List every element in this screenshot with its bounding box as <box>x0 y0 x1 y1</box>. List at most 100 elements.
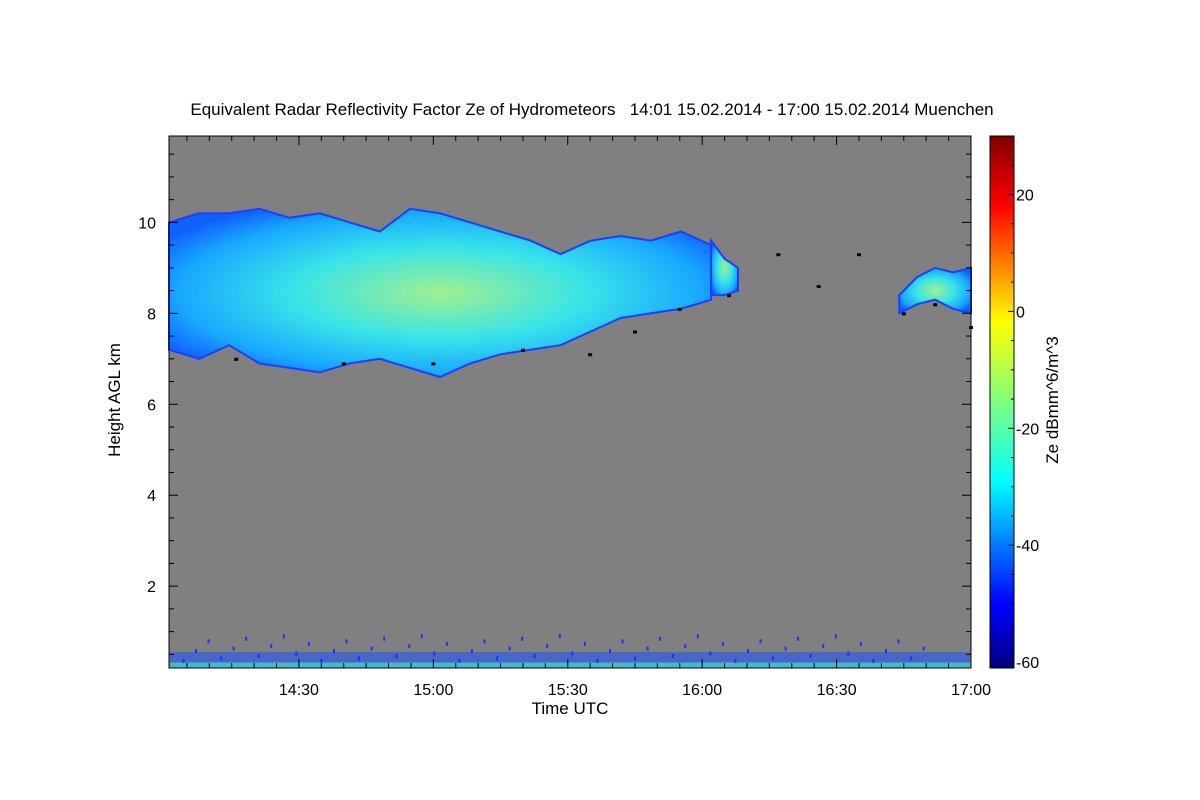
clutter-speck <box>834 634 837 639</box>
clutter-speck <box>822 644 825 649</box>
colorbar <box>989 135 1015 669</box>
clutter-speck <box>282 634 285 639</box>
y-tick-label: 8 <box>147 306 156 323</box>
x-axis-label: Time UTC <box>532 699 609 718</box>
clutter-speck <box>910 656 913 661</box>
clutter-speck <box>859 641 862 646</box>
ground-clutter <box>170 634 970 668</box>
colorbar-ticks: 20 0 -20 -40 -60 <box>1008 135 1039 672</box>
colorbar-tick-label: -20 <box>1016 421 1039 438</box>
clutter-speck <box>270 644 273 649</box>
clutter-speck <box>458 658 461 663</box>
clutter-speck <box>646 646 649 651</box>
clutter-speck <box>445 641 448 646</box>
clutter-speck <box>332 649 335 654</box>
clutter-speck <box>245 636 248 641</box>
clutter-speck <box>884 649 887 654</box>
y-tick-label: 6 <box>147 397 156 414</box>
clutter-speck <box>546 644 549 649</box>
cloud-base-point <box>588 353 593 357</box>
clutter-speck <box>746 649 749 654</box>
clutter-speck <box>608 649 611 654</box>
cloud-echoes <box>168 207 972 379</box>
clutter-speck <box>433 651 436 656</box>
x-tick-label: 15:30 <box>548 682 588 699</box>
clutter-speck <box>370 646 373 651</box>
clutter-speck <box>483 639 486 644</box>
clutter-speck <box>797 636 800 641</box>
cloud-base-point <box>520 348 525 352</box>
y-axis-label: Height AGL km <box>105 343 124 457</box>
cloud-base-point <box>727 294 732 298</box>
colorbar-tick-label: -60 <box>1016 655 1039 672</box>
y-tick-label: 4 <box>147 488 156 505</box>
colorbar-tick-label: -40 <box>1016 538 1039 555</box>
clutter-speck <box>220 656 223 661</box>
clutter-speck <box>320 658 323 663</box>
cloud-base-point <box>816 285 821 289</box>
clutter-speck <box>257 653 260 658</box>
cloud-base-point <box>632 330 637 334</box>
clutter-speck <box>759 639 762 644</box>
cloud-base-point <box>431 362 436 366</box>
clutter-speck <box>383 636 386 641</box>
clutter-speck <box>307 641 310 646</box>
clutter-speck <box>558 634 561 639</box>
chart-title: Equivalent Radar Reflectivity Factor Ze … <box>190 100 993 119</box>
clutter-speck <box>295 651 298 656</box>
clutter-speck <box>583 641 586 646</box>
colorbar-label: Ze dBmm^6/m^3 <box>1043 336 1062 463</box>
clutter-speck <box>533 653 536 658</box>
clutter-speck <box>395 653 398 658</box>
clutter-speck <box>671 653 674 658</box>
cloud-base-point <box>341 362 346 366</box>
clutter-speck <box>847 651 850 656</box>
clutter-speck <box>872 658 875 663</box>
clutter-speck <box>897 639 900 644</box>
x-tick-label: 14:30 <box>279 682 319 699</box>
x-tick-label: 16:00 <box>682 682 722 699</box>
clutter-speck <box>496 656 499 661</box>
clutter-speck <box>809 653 812 658</box>
colorbar-tick-label: 0 <box>1016 304 1025 321</box>
x-tick-label: 15:00 <box>413 682 453 699</box>
clutter-speck <box>772 656 775 661</box>
clutter-speck <box>721 641 724 646</box>
clutter-surface <box>170 662 970 668</box>
clutter-speck <box>634 656 637 661</box>
clutter-speck <box>709 651 712 656</box>
cloud-base-point <box>856 253 861 257</box>
clutter-speck <box>345 639 348 644</box>
clutter-speck <box>521 636 524 641</box>
clutter-speck <box>684 644 687 649</box>
clutter-speck <box>182 658 185 663</box>
clutter-speck <box>696 634 699 639</box>
clutter-speck <box>508 646 511 651</box>
cloud-base-point <box>234 357 239 361</box>
cloud-base-point <box>677 307 682 311</box>
clutter-speck <box>659 636 662 641</box>
y-tick-label: 10 <box>138 215 156 232</box>
clutter-speck <box>470 649 473 654</box>
clutter-speck <box>420 634 423 639</box>
clutter-speck <box>232 646 235 651</box>
cloud-layer-1 <box>710 237 739 297</box>
clutter-speck <box>596 658 599 663</box>
y-axis-ticks: 2 4 6 8 10 <box>138 153 971 655</box>
cloud-layer-0 <box>168 207 713 379</box>
cloud-base-point <box>776 253 781 257</box>
y-tick-label: 2 <box>147 579 156 596</box>
clutter-speck <box>922 646 925 651</box>
plot-area <box>169 136 971 668</box>
x-axis-ticks: 14:30 15:00 15:30 16:00 16:30 17:00 <box>186 136 991 699</box>
cloud-base-points <box>234 253 973 366</box>
clutter-speck <box>621 639 624 644</box>
cloud-base-point <box>901 312 906 316</box>
clutter-speck <box>408 644 411 649</box>
clutter-speck <box>571 651 574 656</box>
x-tick-label: 16:30 <box>817 682 857 699</box>
clutter-speck <box>207 639 210 644</box>
clutter-speck <box>784 646 787 651</box>
plot-frame <box>168 135 972 669</box>
